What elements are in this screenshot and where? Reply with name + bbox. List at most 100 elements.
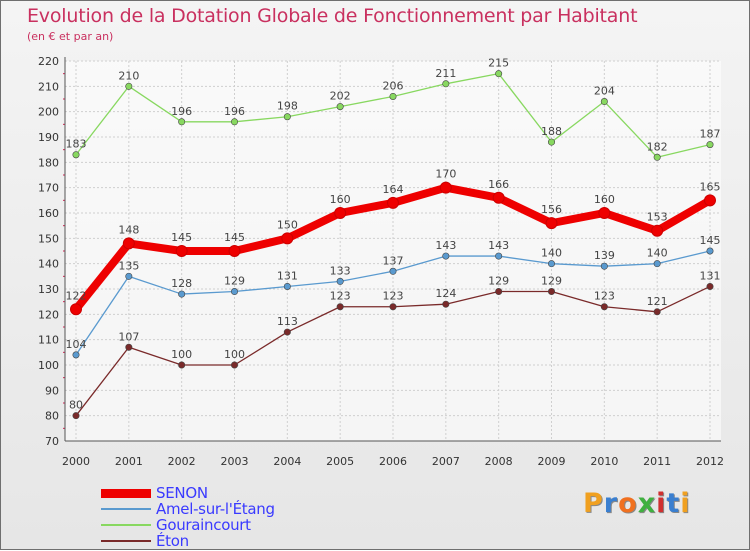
legend-label: Gouraincourt (156, 516, 251, 534)
logo-letter: r (603, 488, 619, 519)
data-point (231, 118, 239, 126)
data-label: 124 (435, 287, 456, 300)
data-label: 188 (541, 125, 562, 138)
data-label: 129 (224, 275, 245, 288)
data-point (231, 361, 239, 369)
data-label: 100 (224, 348, 245, 361)
data-label: 170 (435, 168, 456, 181)
data-label: 150 (277, 218, 298, 231)
data-point (495, 252, 503, 260)
legend-swatch-eton (101, 540, 151, 542)
data-point (598, 207, 611, 219)
logo-letter: P (583, 488, 604, 519)
data-point (283, 328, 291, 336)
data-point (442, 252, 450, 260)
data-label: 123 (383, 290, 404, 303)
legend-label: SENON (156, 484, 208, 502)
data-label: 153 (647, 211, 668, 224)
x-tick-label: 2011 (643, 455, 671, 468)
data-label: 122 (66, 289, 87, 302)
y-tick-label: 190 (38, 131, 59, 144)
data-label: 131 (700, 269, 721, 282)
data-label: 160 (594, 193, 615, 206)
x-tick-label: 2002 (168, 455, 196, 468)
data-label: 129 (541, 275, 562, 288)
data-point (492, 191, 505, 204)
legend-label: Éton (156, 532, 189, 550)
legend-item-eton: Éton (101, 533, 275, 549)
data-label: 145 (171, 231, 192, 244)
legend-item-amel: Amel-sur-l'Étang (101, 501, 275, 517)
data-point (70, 303, 82, 316)
data-point (178, 118, 186, 126)
x-tick-label: 2006 (379, 455, 407, 468)
data-point (125, 82, 133, 90)
data-point (495, 288, 503, 296)
data-label: 156 (541, 203, 562, 216)
legend-swatch-gouraincourt (101, 524, 151, 526)
data-label: 165 (700, 180, 721, 193)
y-tick-label: 120 (38, 308, 59, 321)
data-label: 137 (383, 254, 404, 267)
data-label: 128 (171, 277, 192, 290)
data-label: 182 (647, 140, 668, 153)
data-label: 187 (700, 128, 721, 141)
data-point (600, 303, 608, 311)
legend-label: Amel-sur-l'Étang (156, 500, 275, 518)
legend-swatch-amel (101, 508, 151, 510)
x-tick-label: 2001 (115, 455, 143, 468)
data-label: 123 (594, 290, 615, 303)
x-tick-label: 2008 (485, 455, 513, 468)
data-label: 100 (171, 348, 192, 361)
y-tick-label: 70 (45, 435, 59, 448)
data-point (228, 245, 241, 257)
data-label: 196 (171, 105, 192, 118)
y-tick-label: 210 (38, 80, 59, 93)
data-label: 107 (118, 330, 139, 343)
data-label: 129 (488, 275, 509, 288)
data-point (231, 288, 239, 296)
data-point (653, 260, 661, 268)
x-tick-label: 2003 (221, 455, 249, 468)
data-point (178, 290, 186, 298)
data-point (281, 232, 294, 245)
data-point (389, 303, 397, 311)
data-point (283, 113, 291, 121)
data-point (704, 194, 716, 207)
chart-title: Evolution de la Dotation Globale de Fonc… (27, 5, 638, 27)
y-tick-label: 90 (45, 384, 59, 397)
x-tick-label: 2009 (538, 455, 566, 468)
data-label: 140 (647, 247, 668, 260)
data-point (389, 92, 397, 100)
data-label: 215 (488, 57, 509, 70)
data-point (442, 300, 450, 308)
data-point (706, 282, 714, 290)
legend-item-gouraincourt: Gouraincourt (101, 517, 275, 533)
data-label: 123 (330, 290, 351, 303)
logo-letter: o (618, 488, 638, 519)
data-point (653, 308, 661, 316)
legend-item-senon: SENON (101, 485, 275, 501)
data-point (387, 196, 399, 209)
data-point (283, 282, 291, 290)
x-tick-label: 2005 (326, 455, 354, 468)
y-tick-label: 160 (38, 207, 59, 220)
data-label: 198 (277, 100, 298, 113)
data-point (175, 245, 188, 257)
y-tick-label: 100 (38, 359, 59, 372)
data-point (334, 207, 347, 219)
y-tick-label: 80 (45, 410, 59, 423)
x-tick-label: 2012 (696, 455, 724, 468)
y-tick-label: 220 (38, 55, 59, 68)
data-point (178, 361, 186, 369)
data-label: 164 (383, 183, 404, 196)
data-label: 206 (383, 79, 404, 92)
data-point (125, 343, 133, 351)
data-label: 183 (66, 138, 87, 151)
data-label: 140 (541, 247, 562, 260)
y-tick-label: 180 (38, 156, 59, 169)
y-tick-label: 200 (38, 106, 59, 119)
x-tick-label: 2010 (590, 455, 618, 468)
proxiti-logo: Proxiti (583, 488, 691, 519)
y-tick-label: 140 (38, 258, 59, 271)
